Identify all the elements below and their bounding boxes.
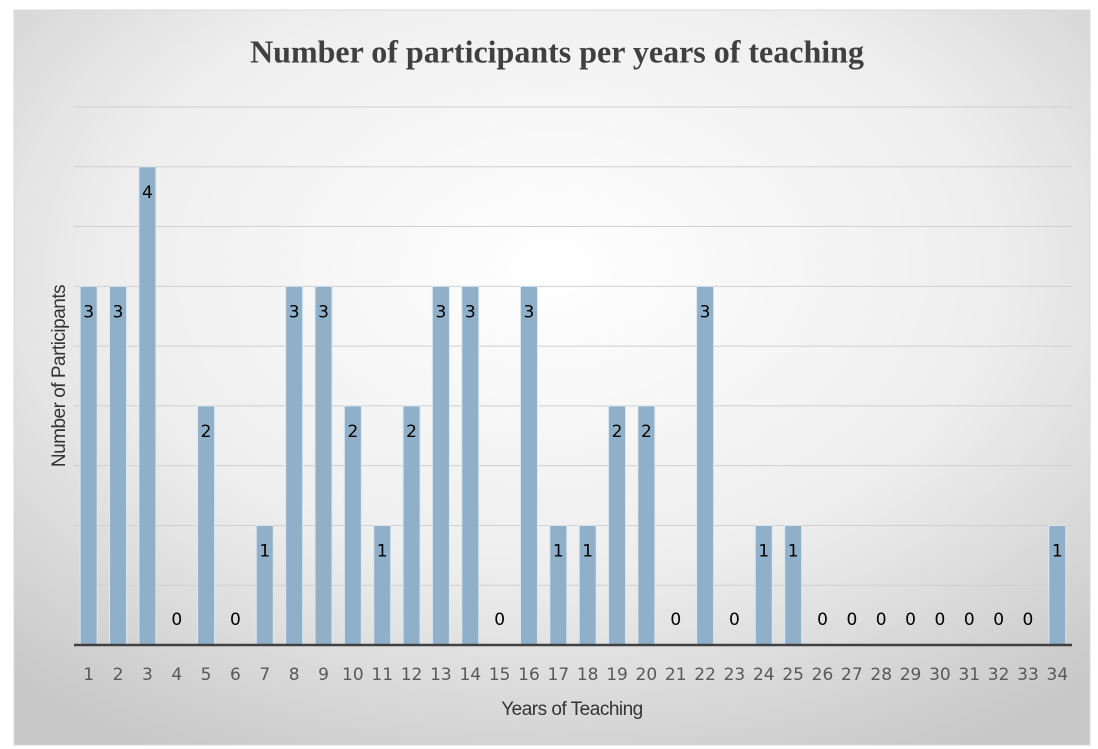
x-tick-label: 8 [289, 665, 300, 685]
data-label: 0 [494, 610, 505, 630]
data-label: 1 [788, 541, 799, 561]
data-label: 0 [1023, 610, 1034, 630]
x-tick-label: 23 [724, 665, 746, 685]
x-tick-label: 6 [230, 665, 241, 685]
data-label: 0 [934, 610, 945, 630]
data-label: 3 [83, 302, 94, 322]
x-tick-label: 29 [900, 665, 922, 685]
x-tick-label: 30 [929, 665, 951, 685]
x-tick-label: 22 [694, 665, 716, 685]
data-label: 3 [465, 302, 476, 322]
x-tick-label: 16 [518, 665, 540, 685]
bar [431, 285, 450, 646]
data-label: 2 [612, 422, 623, 442]
x-tick-label: 26 [812, 665, 834, 685]
x-tick-label: 10 [342, 665, 364, 685]
bar [109, 285, 128, 646]
x-tick-label: 20 [636, 665, 658, 685]
x-tick-label: 28 [870, 665, 892, 685]
x-tick-label: 18 [577, 665, 599, 685]
chart-title: Number of participants per years of teac… [250, 33, 864, 69]
data-label: 0 [817, 610, 828, 630]
x-tick-label: 31 [958, 665, 980, 685]
data-label: 0 [846, 610, 857, 630]
data-label: 0 [993, 610, 1004, 630]
data-label: 1 [259, 541, 270, 561]
x-tick-label: 5 [201, 665, 212, 685]
x-axis-title: Years of Teaching [501, 699, 643, 720]
data-label: 0 [230, 610, 241, 630]
x-tick-label: 12 [401, 665, 423, 685]
x-tick-label: 13 [430, 665, 452, 685]
x-tick-label: 11 [371, 665, 393, 685]
y-axis-title: Number of Participants [49, 285, 70, 467]
bar [314, 285, 333, 646]
data-label: 3 [318, 302, 329, 322]
data-label: 0 [670, 610, 681, 630]
data-label: 1 [582, 541, 593, 561]
data-label: 2 [641, 422, 652, 442]
x-tick-label: 32 [988, 665, 1010, 685]
x-tick-label: 14 [459, 665, 481, 685]
x-tick-label: 19 [606, 665, 628, 685]
data-label: 1 [377, 541, 388, 561]
data-label: 2 [347, 422, 358, 442]
bar [696, 285, 715, 646]
data-label: 0 [171, 610, 182, 630]
data-label: 1 [1052, 541, 1063, 561]
x-tick-label: 25 [782, 665, 804, 685]
bar [519, 285, 538, 646]
x-tick-label: 24 [753, 665, 775, 685]
data-label: 3 [289, 302, 300, 322]
x-tick-label: 21 [665, 665, 687, 685]
bar [285, 285, 304, 646]
x-tick-label: 27 [841, 665, 863, 685]
x-tick-label: 34 [1047, 665, 1069, 685]
x-tick-label: 9 [318, 665, 329, 685]
data-label: 3 [524, 302, 535, 322]
data-label: 3 [113, 302, 124, 322]
x-tick-label: 2 [113, 665, 124, 685]
x-tick-label: 7 [259, 665, 270, 685]
bar [79, 285, 98, 646]
x-tick-label: 4 [171, 665, 182, 685]
data-label: 2 [406, 422, 417, 442]
data-label: 2 [201, 422, 212, 442]
data-label: 1 [758, 541, 769, 561]
x-tick-label: 17 [548, 665, 570, 685]
x-tick-label: 33 [1017, 665, 1039, 685]
data-label: 0 [876, 610, 887, 630]
data-label: 4 [142, 183, 153, 203]
x-tick-label: 3 [142, 665, 153, 685]
x-tick-label: 1 [83, 665, 94, 685]
x-tick-label: 15 [489, 665, 511, 685]
bar [138, 166, 157, 646]
data-label: 3 [700, 302, 711, 322]
data-label: 0 [964, 610, 975, 630]
data-label: 0 [729, 610, 740, 630]
data-label: 3 [435, 302, 446, 322]
data-label: 0 [905, 610, 916, 630]
data-label: 1 [553, 541, 564, 561]
bar [461, 285, 480, 646]
